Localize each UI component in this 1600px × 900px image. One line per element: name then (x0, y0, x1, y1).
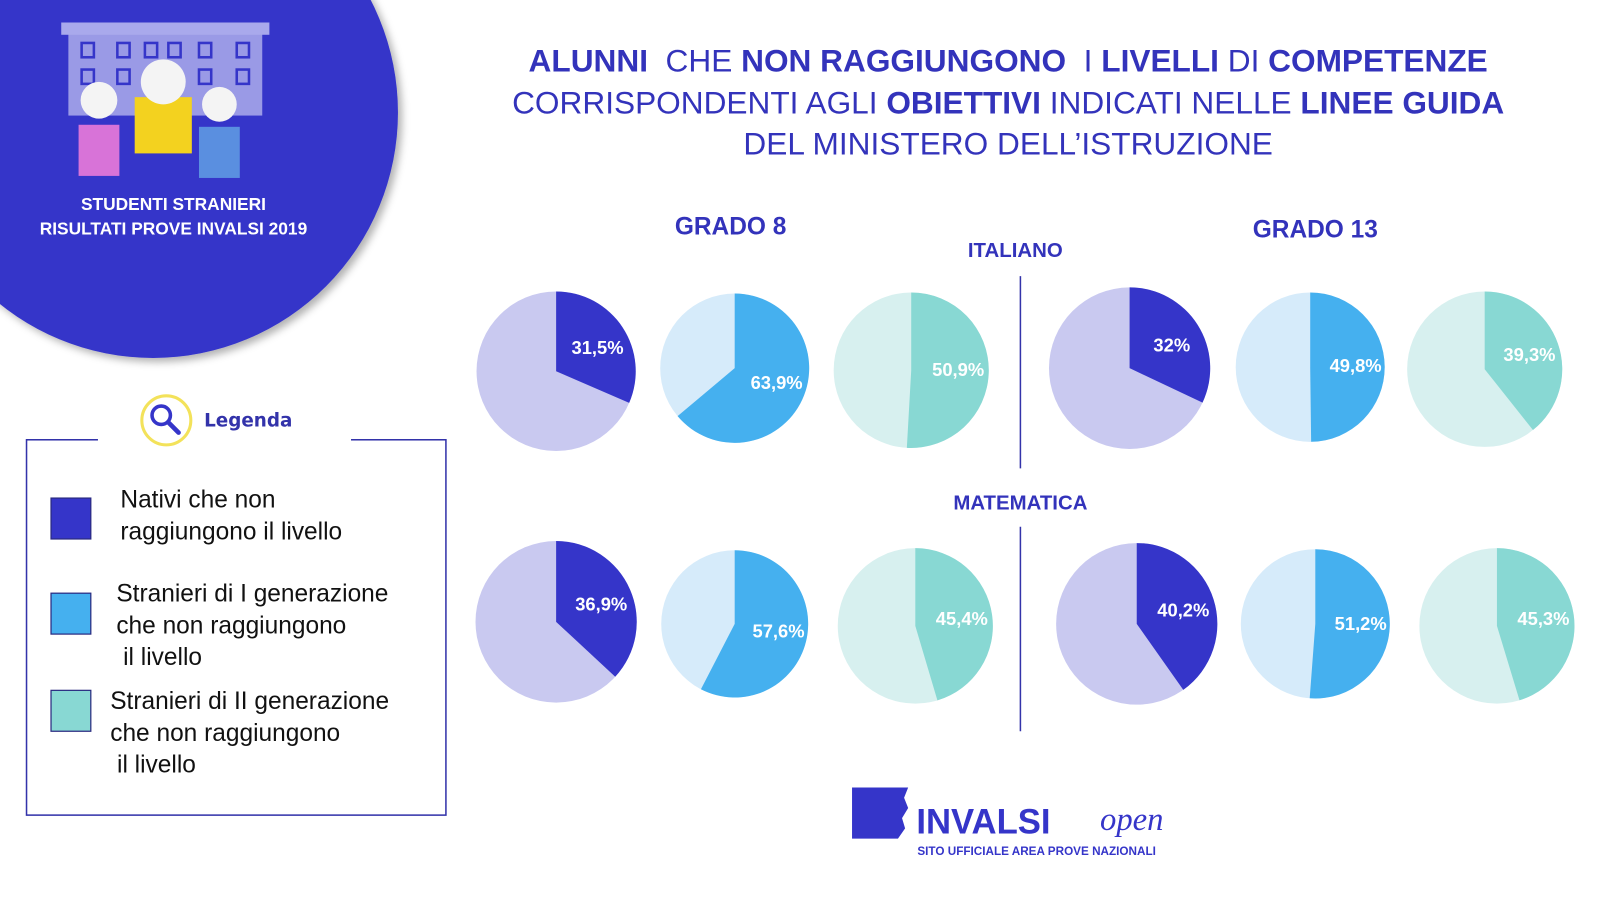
title-segment: CORRISPONDENTI AGLI (512, 85, 886, 121)
logo-brand: INVALSI (916, 803, 1050, 841)
legend-label: Stranieri di II generazione (110, 688, 389, 715)
pie-value-label: 51,2% (1335, 613, 1387, 634)
title-segment: ALUNNI (529, 43, 648, 79)
legend-label: Nativi che non (120, 487, 275, 514)
legend-title: Legenda (204, 410, 292, 431)
pie: 45,4% (837, 548, 993, 704)
pie-value-label: 40,2% (1157, 599, 1209, 620)
pie-value-label: 49,8% (1330, 355, 1382, 376)
logo: INVALSI open SITO UFFICIALE AREA PROVE N… (852, 787, 1163, 858)
title: ALUNNI CHE NON RAGGIUNGONO I LIVELLI DI … (512, 43, 1504, 162)
pie-slice (677, 293, 810, 443)
pie: 49,8% (1235, 292, 1385, 442)
badge-title: STUDENTI STRANIERI (81, 194, 266, 214)
pie-slice (700, 550, 809, 698)
pie: 50,9% (833, 292, 989, 448)
title-line: DEL MINISTERO DELL’ISTRUZIONE (743, 126, 1272, 162)
pie: 40,2% (1056, 543, 1218, 705)
badge-subtitle: RISULTATI PROVE INVALSI 2019 (40, 219, 308, 239)
pie: 45,3% (1419, 548, 1575, 704)
title-line: CORRISPONDENTI AGLI OBIETTIVI INDICATI N… (512, 85, 1504, 121)
legend-title-gap (97, 429, 352, 450)
title-segment: I (1066, 43, 1101, 79)
legend-label: il livello (110, 751, 196, 778)
pies: 31,5% 63,9% 50,9% 32% 49,8% 39,3% 36,9% 57,6% 45… (475, 287, 1575, 705)
title-segment: CHE (648, 43, 741, 79)
title-segment: NON RAGGIUNGONO (741, 43, 1066, 79)
pie: 36,9% (475, 541, 637, 703)
pie-slice (1496, 548, 1575, 701)
title-segment: INDICATI NELLE (1041, 85, 1300, 121)
legend-swatch (50, 497, 92, 540)
pie-value-label: 36,9% (575, 594, 627, 615)
title-segment: LINEE GUIDA (1300, 85, 1504, 121)
row-header: ITALIANO (968, 240, 1063, 262)
pie-value-label: 31,5% (572, 337, 624, 358)
legend-label: Stranieri di I generazione (116, 581, 388, 608)
pie: 31,5% (476, 291, 636, 452)
pie-slice (556, 541, 637, 677)
title-segment: COMPETENZE (1268, 43, 1488, 79)
title-segment: DEL MINISTERO DELL’ISTRUZIONE (743, 126, 1272, 162)
pie: 51,2% (1240, 549, 1390, 699)
title-segment: LIVELLI (1101, 43, 1219, 79)
pie-slice (906, 292, 989, 448)
logo-suffix: open (1100, 802, 1163, 838)
pie-slice (915, 548, 993, 701)
column-header: GRADO 13 (1253, 217, 1378, 244)
legend-label: raggiungono il livello (120, 518, 342, 545)
pie-slice (1484, 291, 1563, 431)
badge-icon (61, 22, 270, 178)
pie-slice (1129, 287, 1211, 403)
pie-value-label: 50,9% (932, 359, 984, 380)
pie-value-label: 57,6% (753, 620, 805, 641)
pie-value-label: 32% (1153, 334, 1190, 355)
column-header: GRADO 8 (675, 214, 787, 241)
pie-value-label: 63,9% (751, 372, 803, 393)
legend-swatch (50, 689, 92, 732)
pie-value-label: 45,4% (936, 608, 988, 629)
pie: 57,6% (661, 550, 809, 698)
row-header: MATEMATICA (953, 493, 1087, 515)
pie: 63,9% (660, 293, 810, 443)
legend-label: che non raggiungono (116, 612, 346, 639)
pie: 39,3% (1407, 291, 1563, 447)
pie-slice (1310, 292, 1385, 442)
pie-slice (1136, 543, 1218, 690)
pie-slice (556, 291, 636, 403)
legend-swatch (50, 592, 92, 635)
legend-items: Nativi che non raggiungono il livello Stra… (50, 487, 389, 779)
legend-icon (140, 394, 193, 447)
pie-slice (1309, 549, 1390, 699)
pie-value-label: 45,3% (1517, 608, 1569, 629)
logo-tagline: SITO UFFICIALE AREA PROVE NAZIONALI (917, 845, 1156, 858)
pie: 32% (1048, 287, 1211, 449)
legend-label: che non raggiungono (110, 720, 340, 747)
title-segment: DI (1219, 43, 1268, 79)
title-segment: OBIETTIVI (886, 85, 1041, 121)
pie-value-label: 39,3% (1503, 344, 1555, 365)
title-line: ALUNNI CHE NON RAGGIUNGONO I LIVELLI DI … (529, 43, 1488, 79)
legend-label: il livello (116, 644, 202, 671)
